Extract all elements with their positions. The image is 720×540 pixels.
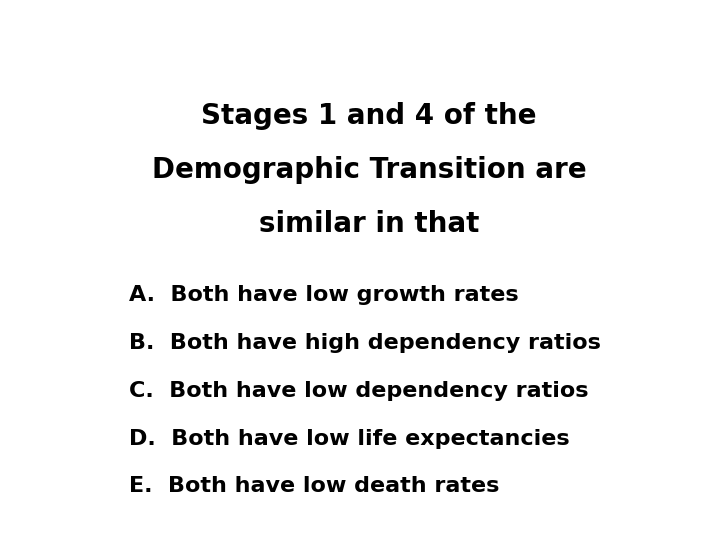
Text: Demographic Transition are: Demographic Transition are	[152, 156, 586, 184]
Text: D.  Both have low life expectancies: D. Both have low life expectancies	[129, 429, 570, 449]
Text: Stages 1 and 4 of the: Stages 1 and 4 of the	[202, 102, 536, 130]
Text: A.  Both have low growth rates: A. Both have low growth rates	[129, 285, 518, 305]
Text: similar in that: similar in that	[258, 210, 480, 238]
Text: B.  Both have high dependency ratios: B. Both have high dependency ratios	[129, 333, 601, 353]
Text: E.  Both have low death rates: E. Both have low death rates	[129, 476, 500, 496]
Text: C.  Both have low dependency ratios: C. Both have low dependency ratios	[129, 381, 588, 401]
